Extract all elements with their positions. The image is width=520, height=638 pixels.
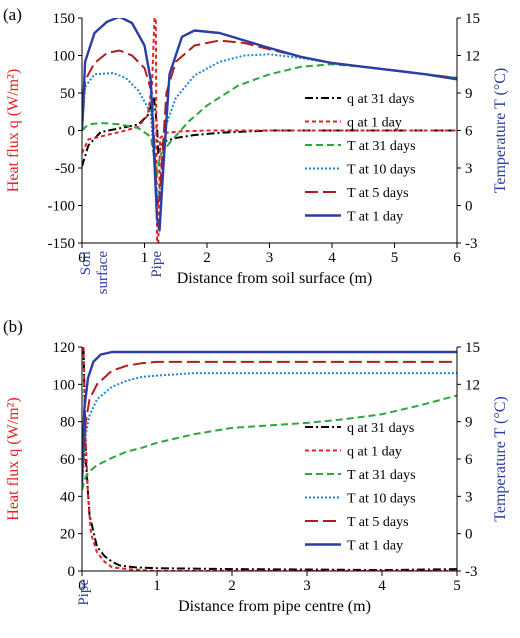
x-tick-label-1: 1 bbox=[141, 250, 149, 266]
x-tick-label-2: 2 bbox=[228, 578, 236, 594]
y-right-tick-label-0: -3 bbox=[465, 236, 478, 252]
series-line-1 bbox=[82, 347, 457, 571]
legend-label-1: q at 1 day bbox=[347, 445, 402, 460]
legend-label-4: T at 5 days bbox=[347, 515, 409, 530]
y-right-tick-label-4: 9 bbox=[465, 415, 473, 431]
y-left-tick-label-3: 60 bbox=[60, 452, 75, 468]
x-tick-label-4: 4 bbox=[328, 250, 336, 266]
y-left-tick-label-3: 0 bbox=[68, 124, 76, 140]
y-right-axis-title: Temperature T (°C) bbox=[492, 68, 509, 194]
x-tick-label-5: 5 bbox=[391, 250, 399, 266]
x-tick-label-0: 0 bbox=[78, 578, 86, 594]
y-right-tick-label-2: 3 bbox=[465, 161, 473, 177]
y-left-tick-label-6: 150 bbox=[53, 11, 76, 27]
y-right-tick-label-6: 15 bbox=[465, 11, 480, 27]
y-right-tick-label-1: 0 bbox=[465, 527, 473, 543]
legend-label-0: q at 31 days bbox=[347, 92, 414, 107]
y-left-tick-label-6: 120 bbox=[53, 340, 76, 356]
legend-label-5: T at 1 day bbox=[347, 210, 403, 225]
y-left-tick-label-2: 40 bbox=[60, 489, 75, 505]
y-right-tick-label-4: 9 bbox=[465, 86, 473, 102]
y-left-tick-label-4: 80 bbox=[60, 415, 75, 431]
series-line-5 bbox=[82, 350, 457, 484]
legend-label-5: T at 1 day bbox=[347, 539, 403, 554]
series-group bbox=[82, 18, 457, 243]
legend-label-2: T at 31 days bbox=[347, 468, 416, 483]
x-tick-label-2: 2 bbox=[203, 250, 211, 266]
y-right-tick-label-5: 12 bbox=[465, 49, 480, 65]
y-left-axis-title: Heat flux q (W/m²) bbox=[5, 397, 22, 520]
y-left-tick-label-4: 50 bbox=[60, 86, 75, 102]
series-line-2 bbox=[82, 394, 457, 491]
y-right-tick-label-6: 15 bbox=[465, 340, 480, 356]
y-left-tick-label-5: 100 bbox=[53, 377, 76, 393]
series-line-0 bbox=[82, 347, 457, 571]
y-left-tick-label-5: 100 bbox=[53, 49, 76, 65]
y-right-tick-label-0: -3 bbox=[465, 564, 478, 580]
x-tick-label-4: 4 bbox=[378, 578, 386, 594]
panel-label: (a) bbox=[3, 5, 22, 24]
y-left-tick-label-1: -100 bbox=[48, 199, 76, 215]
series-line-3 bbox=[82, 372, 457, 484]
y-left-tick-label-1: 20 bbox=[60, 527, 75, 543]
panel-a: (a)0 1 2 3 4 5 6-150-100-50050100150-303691215… bbox=[3, 5, 509, 294]
legend-label-3: T at 10 days bbox=[347, 163, 416, 178]
legend-label-1: q at 1 day bbox=[347, 116, 402, 131]
x-axis-title: Distance from soil surface (m) bbox=[177, 270, 372, 287]
x-tick-label-1: 1 bbox=[153, 578, 161, 594]
series-group bbox=[82, 347, 457, 571]
legend-label-4: T at 5 days bbox=[347, 186, 409, 201]
series-line-0 bbox=[82, 95, 457, 167]
x-tick-label-3: 3 bbox=[266, 250, 274, 266]
y-right-tick-label-3: 6 bbox=[465, 124, 473, 140]
y-right-axis-title: Temperature T (°C) bbox=[492, 396, 509, 522]
pipe-annotation: Pipe bbox=[149, 251, 165, 278]
y-right-tick-label-5: 12 bbox=[465, 377, 480, 393]
x-tick-label-6: 6 bbox=[453, 250, 461, 266]
panel-label: (b) bbox=[3, 317, 23, 336]
x-tick-label-5: 5 bbox=[453, 578, 461, 594]
y-left-tick-label-2: -50 bbox=[55, 161, 75, 177]
y-left-tick-label-0: 0 bbox=[68, 564, 76, 580]
y-right-tick-label-3: 6 bbox=[465, 452, 473, 468]
x-axis-title: Distance from pipe centre (m) bbox=[178, 598, 371, 615]
soil-annotation: Soil bbox=[78, 251, 94, 275]
legend-label-0: q at 31 days bbox=[347, 421, 414, 436]
y-right-tick-label-2: 3 bbox=[465, 489, 473, 505]
x-tick-label-3: 3 bbox=[303, 578, 311, 594]
y-right-tick-label-1: 0 bbox=[465, 199, 473, 215]
pipe-annotation: Pipe bbox=[76, 579, 92, 606]
legend-label-2: T at 31 days bbox=[347, 139, 416, 154]
surface-annotation: surface bbox=[95, 251, 111, 295]
series-line-3 bbox=[82, 53, 457, 207]
series-line-4 bbox=[82, 360, 457, 484]
y-left-tick-label-0: -150 bbox=[48, 236, 76, 252]
y-left-axis-title: Heat flux q (W/m²) bbox=[5, 69, 22, 192]
x-tick-label-0: 0 bbox=[78, 250, 86, 266]
series-line-5 bbox=[82, 18, 457, 232]
legend-label-3: T at 10 days bbox=[347, 492, 416, 507]
